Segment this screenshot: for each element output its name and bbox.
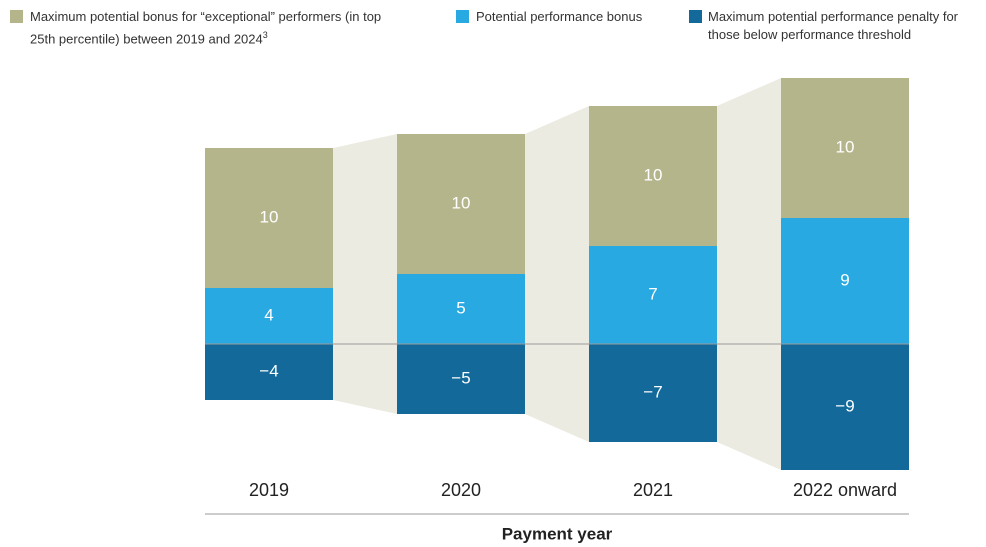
bar-segment — [205, 288, 333, 344]
legend-text: Maximum potential performance penalty fo… — [708, 9, 959, 42]
x-tick-label: 2022 onward — [793, 480, 897, 500]
bar-segment — [781, 218, 909, 344]
data-label: 4 — [264, 305, 273, 324]
bar-segment — [205, 344, 333, 400]
data-label: 7 — [648, 284, 657, 303]
legend-text: Maximum potential bonus for “exceptional… — [30, 9, 382, 47]
bar-segment — [781, 344, 909, 470]
x-axis-label: Payment year — [502, 524, 613, 543]
x-tick-label: 2020 — [441, 480, 481, 500]
bar-segment — [589, 344, 717, 442]
connector — [333, 134, 397, 414]
data-label: 10 — [836, 137, 855, 156]
legend-swatch — [456, 10, 469, 23]
data-label: 10 — [260, 207, 279, 226]
connector — [525, 106, 589, 442]
bar-segment — [397, 344, 525, 414]
bar-segment — [589, 106, 717, 246]
data-label: 9 — [840, 270, 849, 289]
bar-segment — [781, 78, 909, 218]
legend-label: Potential performance bonus — [476, 8, 686, 26]
legend-label: Maximum potential bonus for “exceptional… — [30, 8, 390, 48]
data-label: −4 — [259, 361, 278, 380]
legend-text: Potential performance bonus — [476, 9, 643, 24]
data-label: 10 — [452, 193, 471, 212]
bar-segment — [397, 274, 525, 344]
data-label: −7 — [643, 382, 662, 401]
data-label: 10 — [644, 165, 663, 184]
bar-segment — [205, 148, 333, 288]
legend-label: Maximum potential performance penalty fo… — [708, 8, 986, 44]
x-tick-label: 2019 — [249, 480, 289, 500]
footnote-marker: 3 — [262, 30, 268, 40]
legend-swatch — [689, 10, 702, 23]
x-tick-label: 2021 — [633, 480, 673, 500]
data-label: −5 — [451, 368, 470, 387]
bar-segment — [589, 246, 717, 344]
connector — [717, 78, 781, 470]
bar-segment — [397, 134, 525, 274]
data-label: 5 — [456, 298, 465, 317]
data-label: −9 — [835, 396, 854, 415]
legend-swatch — [10, 10, 23, 23]
